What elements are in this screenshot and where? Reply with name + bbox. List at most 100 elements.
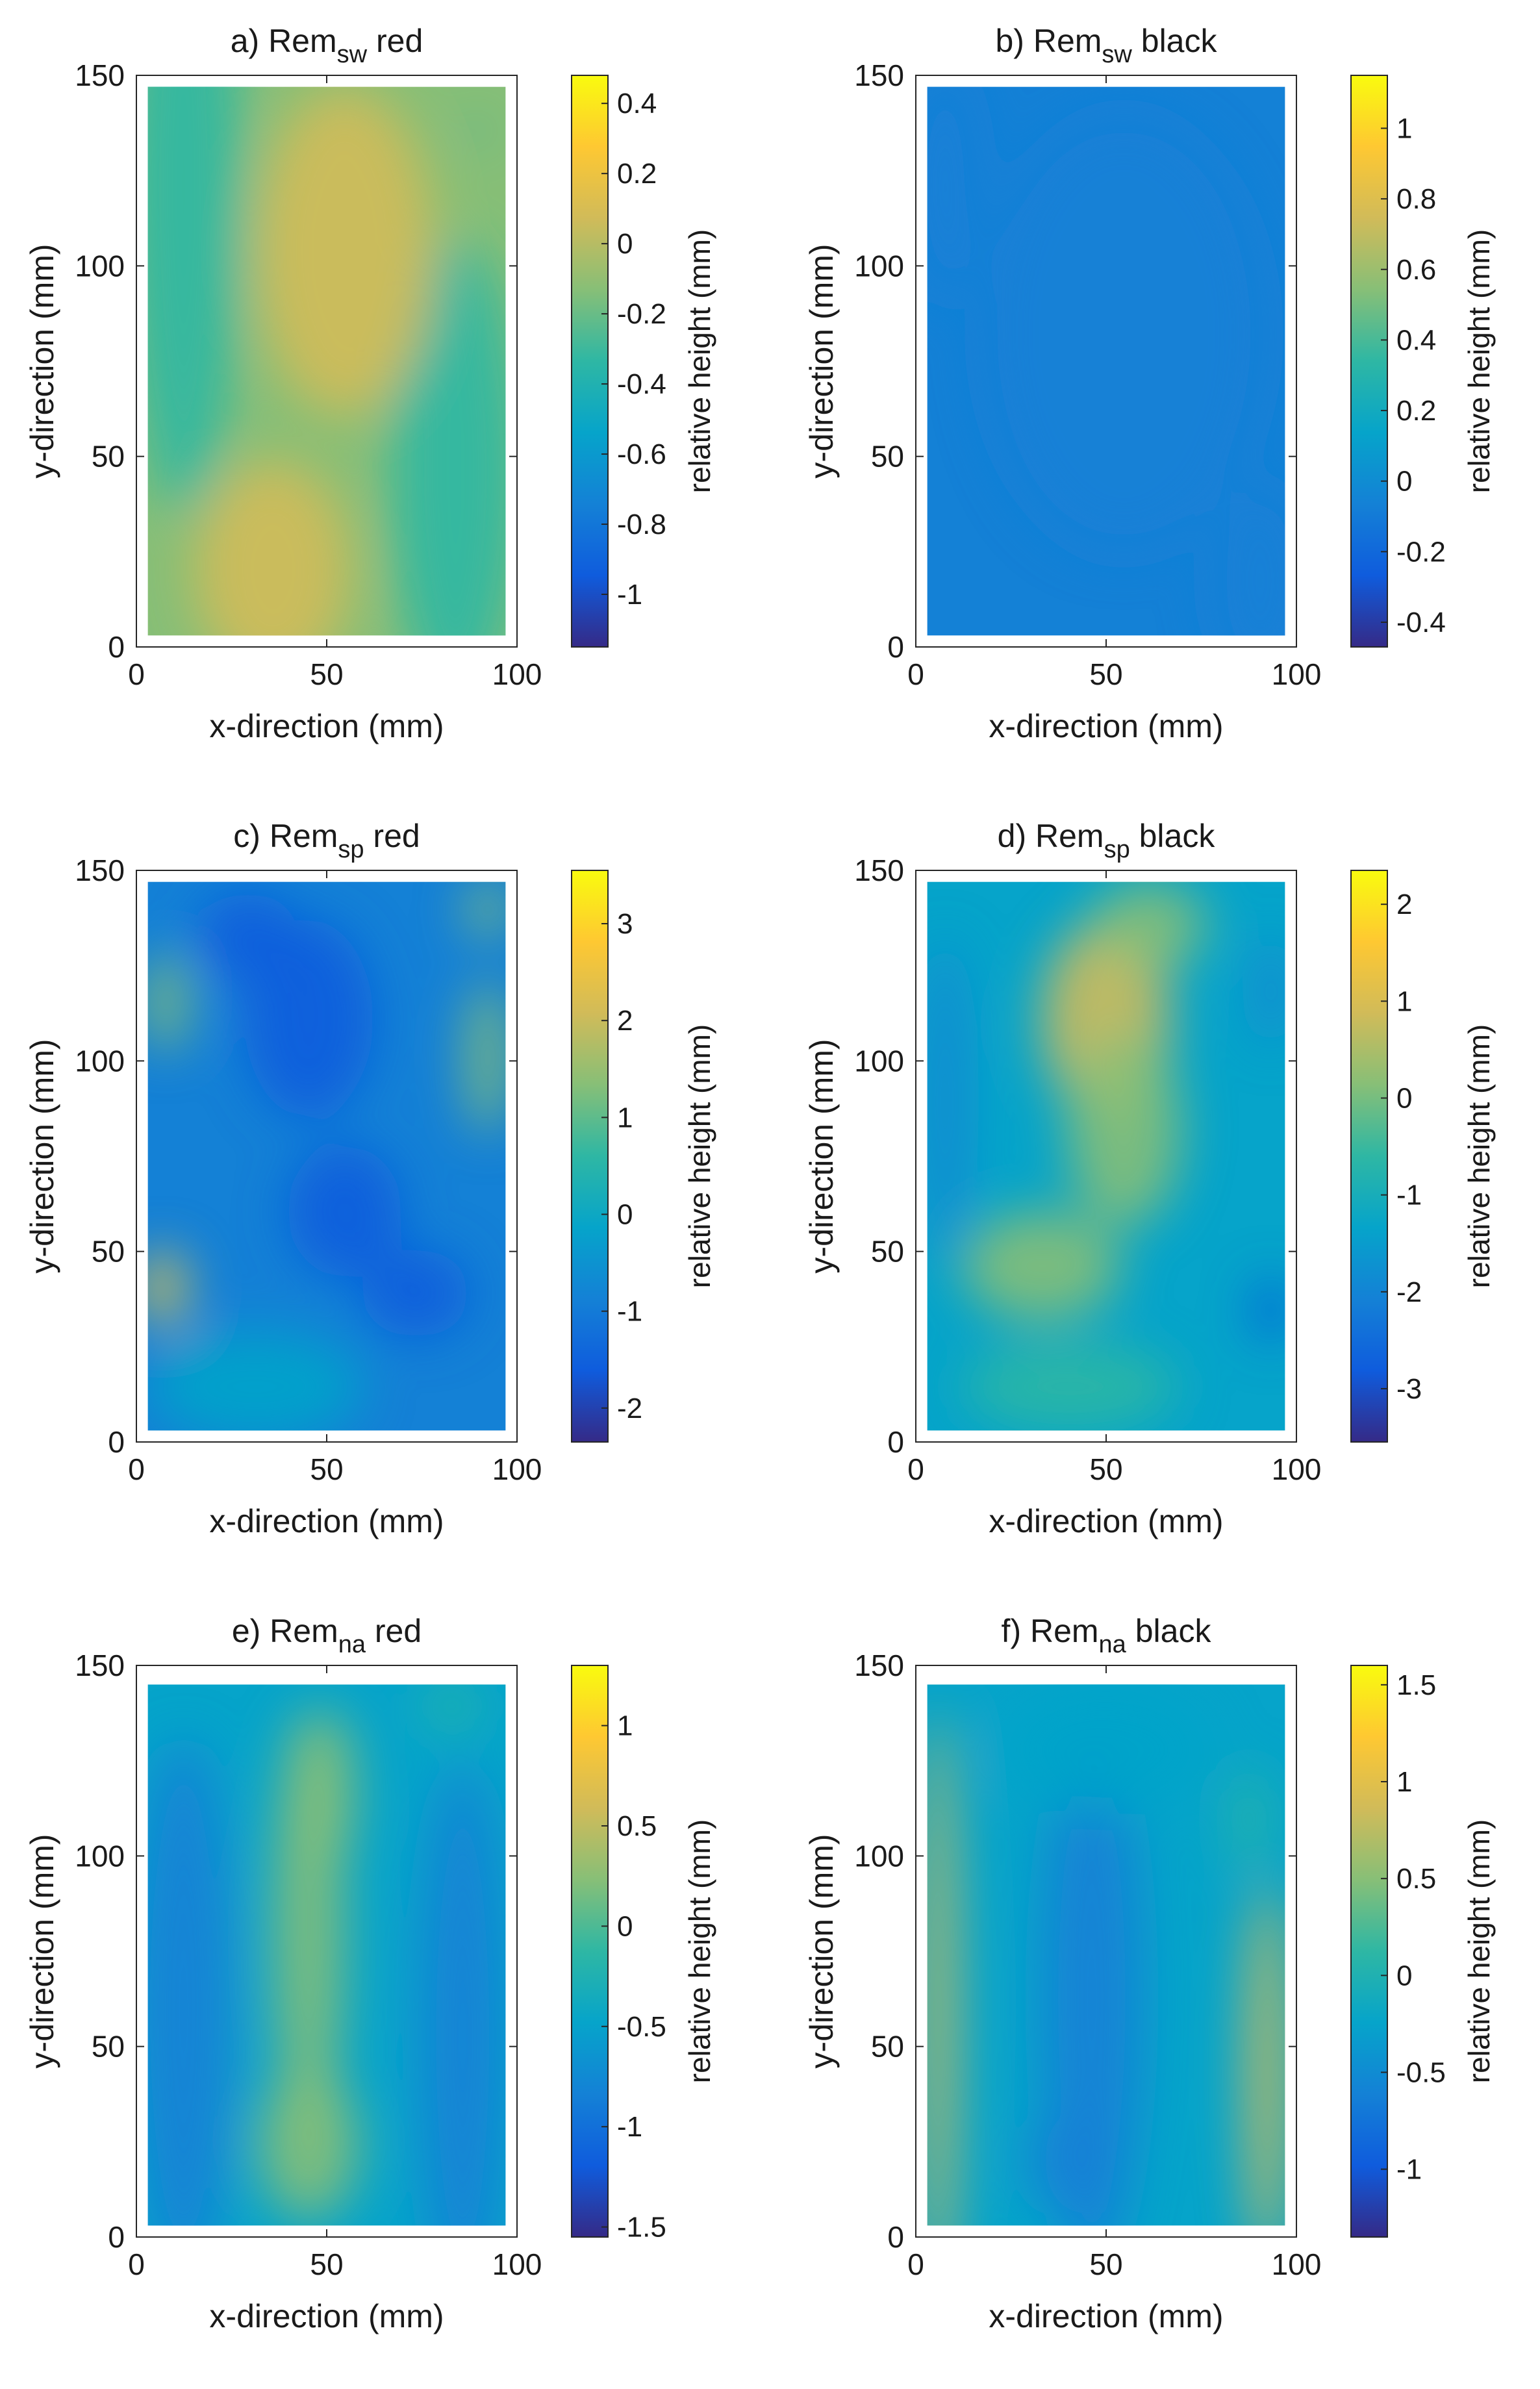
- x-tick-label: 50: [310, 657, 343, 691]
- colorbar-tick-label: -0.8: [617, 509, 666, 540]
- heatmap-region: [1041, 1728, 1142, 2226]
- colorbar-label: relative height (mm): [1462, 1024, 1496, 1288]
- title-suffix: red: [367, 23, 423, 59]
- heatmap-region: [255, 86, 435, 416]
- panel-a: a) Remsw red x-direction (mm) y-directio…: [24, 23, 716, 744]
- heatmap-region: [287, 1145, 402, 1277]
- colorbar-tick-label: 0: [1396, 466, 1412, 498]
- x-tick-label: 50: [1089, 657, 1122, 691]
- y-tick-label: 50: [871, 1235, 904, 1269]
- heatmap-region: [927, 937, 963, 1266]
- colorbar-tick-label: 1: [1396, 1766, 1412, 1798]
- panel-title: c) Remsp red: [233, 818, 420, 863]
- x-tick-label: 100: [1272, 657, 1322, 691]
- heatmap-region: [297, 1711, 356, 1874]
- heatmap-field: [927, 86, 1285, 636]
- x-tick-label: 0: [128, 657, 145, 691]
- title-prefix: f) Rem: [1002, 1613, 1099, 1649]
- y-tick-label: 100: [854, 1839, 904, 1873]
- y-axis-label: y-direction (mm): [24, 1039, 60, 1273]
- title-subscript: sp: [1104, 836, 1130, 863]
- heatmap-region: [927, 86, 981, 307]
- y-tick-label: 100: [854, 1044, 904, 1078]
- panel-title: a) Remsw red: [231, 23, 423, 68]
- heatmap-region: [1231, 1765, 1267, 1874]
- y-tick-label: 0: [887, 2220, 904, 2254]
- y-tick-label: 100: [75, 1044, 125, 1078]
- x-axis-label: x-direction (mm): [989, 2298, 1223, 2334]
- title-prefix: e) Rem: [232, 1613, 338, 1649]
- y-tick-label: 150: [854, 1649, 904, 1682]
- panel-d: d) Remsp black x-direction (mm) y-direct…: [803, 818, 1496, 1539]
- colorbar-tick-label: 3: [617, 908, 633, 940]
- heatmap-region: [466, 980, 506, 1135]
- heatmap-region: [362, 1249, 470, 1337]
- panel-c: c) Remsp red x-direction (mm) y-directio…: [24, 818, 716, 1539]
- colorbar: [571, 1665, 609, 2238]
- colorbar-tick-label: -1.5: [617, 2212, 666, 2244]
- colorbar-tick-label: -1: [1396, 2154, 1422, 2186]
- colorbar-tick-label: -2: [1396, 1276, 1422, 1308]
- heatmap-field: [147, 86, 506, 636]
- heatmap-region: [197, 892, 298, 981]
- y-tick-label: 50: [92, 2030, 125, 2064]
- x-tick-label: 0: [907, 1452, 924, 1486]
- heatmap-region: [147, 1332, 363, 1431]
- colorbar-tick-label: 2: [617, 1005, 633, 1037]
- x-tick-label: 50: [310, 1452, 343, 1486]
- heatmap-region: [147, 1738, 234, 2226]
- y-tick-label: 100: [854, 249, 904, 283]
- x-tick-label: 100: [1272, 2247, 1322, 2281]
- y-tick-label: 50: [871, 440, 904, 474]
- colorbar-tick-label: 1: [1396, 985, 1412, 1017]
- x-tick-label: 0: [128, 1452, 145, 1486]
- title-subscript: na: [338, 1631, 366, 1658]
- colorbar-label: relative height (mm): [1462, 229, 1496, 493]
- colorbar-tick-label: 0.2: [1396, 395, 1436, 427]
- colorbar-tick-label: 0.4: [1396, 324, 1436, 356]
- heatmap-region: [927, 1712, 956, 2226]
- title-subscript: na: [1099, 1631, 1127, 1658]
- colorbar-tick-label: 0: [617, 1198, 633, 1230]
- x-axis-label: x-direction (mm): [209, 708, 444, 744]
- colorbar-tick-label: 0.6: [1396, 254, 1436, 286]
- colorbar-tick-label: 0.2: [617, 158, 657, 190]
- heatmap-region: [1252, 1276, 1285, 1343]
- x-tick-label: 50: [1089, 1452, 1122, 1486]
- colorbar-tick-label: -2: [617, 1393, 642, 1424]
- colorbar-tick-label: 0.8: [1396, 183, 1436, 215]
- y-tick-label: 150: [75, 853, 125, 887]
- heatmap-region: [147, 86, 241, 515]
- y-tick-label: 0: [108, 630, 125, 664]
- y-tick-label: 0: [887, 630, 904, 664]
- title-suffix: red: [364, 818, 420, 854]
- colorbar: [1350, 1665, 1388, 2238]
- colorbar-tick-label: 0: [1396, 1960, 1412, 1991]
- y-axis-label: y-direction (mm): [803, 1834, 840, 2068]
- panel-f: f) Remna black x-direction (mm) y-direct…: [803, 1613, 1496, 2334]
- x-tick-label: 50: [310, 2247, 343, 2281]
- heatmap-region: [466, 881, 506, 937]
- x-tick-label: 100: [1272, 1452, 1322, 1486]
- title-prefix: a) Rem: [231, 23, 337, 59]
- heatmap-region: [1091, 881, 1207, 970]
- colorbar-tick-label: -3: [1396, 1373, 1422, 1405]
- y-axis-label: y-direction (mm): [24, 244, 60, 478]
- y-tick-label: 50: [871, 2030, 904, 2064]
- colorbar-tick-label: -0.4: [1396, 607, 1446, 638]
- heatmap-region: [1245, 1884, 1285, 2226]
- heatmap-field: [927, 881, 1285, 1431]
- heatmap-field: [147, 881, 506, 1431]
- title-suffix: red: [366, 1613, 422, 1649]
- colorbar: [1350, 870, 1388, 1443]
- colorbar: [571, 870, 609, 1443]
- colorbar-tick-label: -1: [617, 2111, 642, 2143]
- y-tick-label: 100: [75, 249, 125, 283]
- x-axis-label: x-direction (mm): [209, 2298, 444, 2334]
- x-tick-label: 100: [492, 1452, 542, 1486]
- heatmap-region: [963, 1211, 1121, 1321]
- y-tick-label: 150: [854, 58, 904, 92]
- y-tick-label: 0: [887, 1425, 904, 1459]
- panel-title: b) Remsw black: [996, 23, 1218, 68]
